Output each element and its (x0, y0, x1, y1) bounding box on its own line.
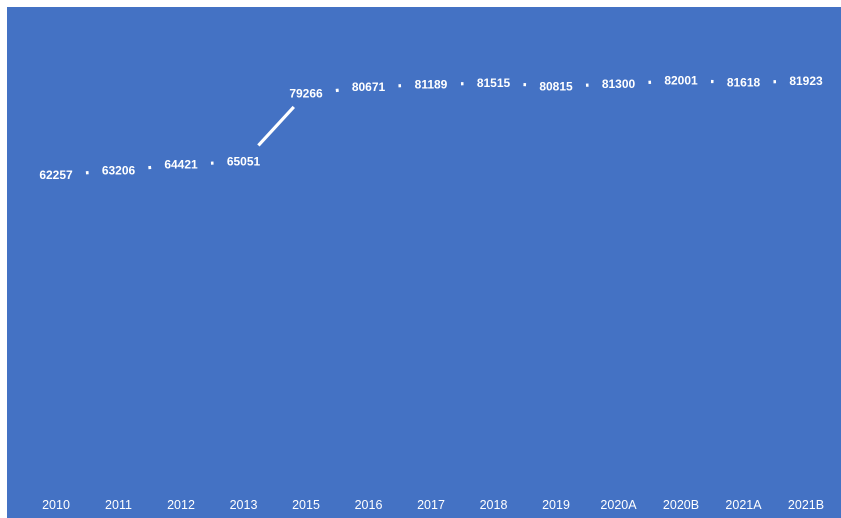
x-tick-label-2015: 2015 (292, 498, 320, 512)
x-tick-label-2021B: 2021B (788, 498, 824, 512)
data-label-2019: 80815 (539, 79, 573, 93)
x-tick-label-2011: 2011 (105, 498, 132, 512)
x-tick-label-2021A: 2021A (725, 498, 762, 512)
data-label-2021B: 81923 (789, 74, 823, 88)
x-tick-label-2010: 2010 (42, 498, 70, 512)
data-label-2017: 81189 (415, 78, 448, 92)
data-label-2011: 63206 (102, 163, 136, 177)
x-axis-tick-labels: 2010 2011 2012 2013 2015 2016 2017 2018 2019 2020… (42, 498, 824, 512)
data-labels: 62257 63206 64421 65051 79266 80671 81189 81515… (39, 74, 823, 182)
data-label-2015: 79266 (289, 87, 323, 101)
x-tick-label-2018: 2018 (480, 498, 508, 512)
data-label-2020A: 81300 (602, 77, 636, 91)
data-label-2013: 65051 (227, 155, 261, 169)
x-tick-label-2012: 2012 (167, 498, 195, 512)
x-tick-label-2019: 2019 (542, 498, 570, 512)
data-label-2020B: 82001 (664, 74, 698, 88)
data-label-2016: 80671 (352, 80, 386, 94)
series-line (85, 79, 777, 175)
data-label-2010: 62257 (39, 168, 73, 182)
x-tick-label-2020B: 2020B (663, 498, 699, 512)
x-tick-label-2016: 2016 (355, 498, 383, 512)
data-label-2012: 64421 (164, 158, 198, 172)
drop-lines (55, 84, 807, 486)
chart-background (7, 7, 841, 518)
x-tick-label-2013: 2013 (230, 498, 258, 512)
series-segment-2013-2015 (257, 105, 295, 147)
x-tick-label-2017: 2017 (417, 498, 445, 512)
data-label-2018: 81515 (477, 76, 511, 90)
data-label-2021A: 81618 (727, 75, 761, 89)
x-tick-label-2020A: 2020A (600, 498, 637, 512)
